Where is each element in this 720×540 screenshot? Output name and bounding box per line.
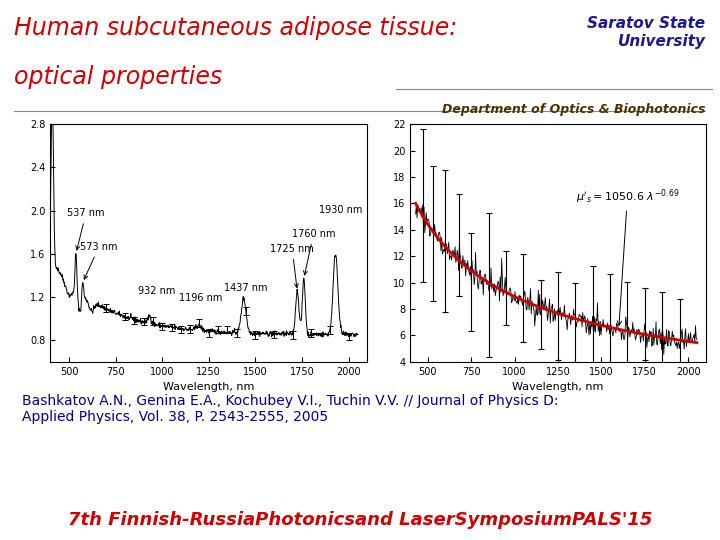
Text: Saratov State
University: Saratov State University: [588, 16, 706, 49]
Text: 1437 nm: 1437 nm: [224, 282, 267, 293]
X-axis label: Wavelength, nm: Wavelength, nm: [513, 382, 603, 392]
Text: 410 nm: 410 nm: [0, 539, 1, 540]
Text: 573 nm: 573 nm: [80, 241, 117, 279]
Text: Human subcutaneous adipose tissue:: Human subcutaneous adipose tissue:: [14, 16, 458, 40]
Text: optical properties: optical properties: [14, 65, 222, 89]
Text: Department of Optics & Biophotonics: Department of Optics & Biophotonics: [442, 103, 706, 116]
Text: $\mu'_s = 1050.6\ \lambda^{-0.69}$: $\mu'_s = 1050.6\ \lambda^{-0.69}$: [576, 187, 679, 326]
Text: Bashkatov A.N., Genina E.A., Kochubey V.I., Tuchin V.V. // Journal of Physics D:: Bashkatov A.N., Genina E.A., Kochubey V.…: [22, 394, 558, 424]
Text: 1930 nm: 1930 nm: [319, 205, 362, 215]
Text: 1725 nm: 1725 nm: [270, 244, 314, 288]
Text: 537 nm: 537 nm: [67, 208, 104, 250]
Text: 7th Finnish-RussiaPhotonicsand LaserSymposiumPALS'15: 7th Finnish-RussiaPhotonicsand LaserSymp…: [68, 511, 652, 529]
Text: 1196 nm: 1196 nm: [179, 293, 222, 303]
Text: 1760 nm: 1760 nm: [292, 228, 336, 275]
X-axis label: Wavelength, nm: Wavelength, nm: [163, 382, 254, 392]
Text: 932 nm: 932 nm: [138, 286, 176, 296]
